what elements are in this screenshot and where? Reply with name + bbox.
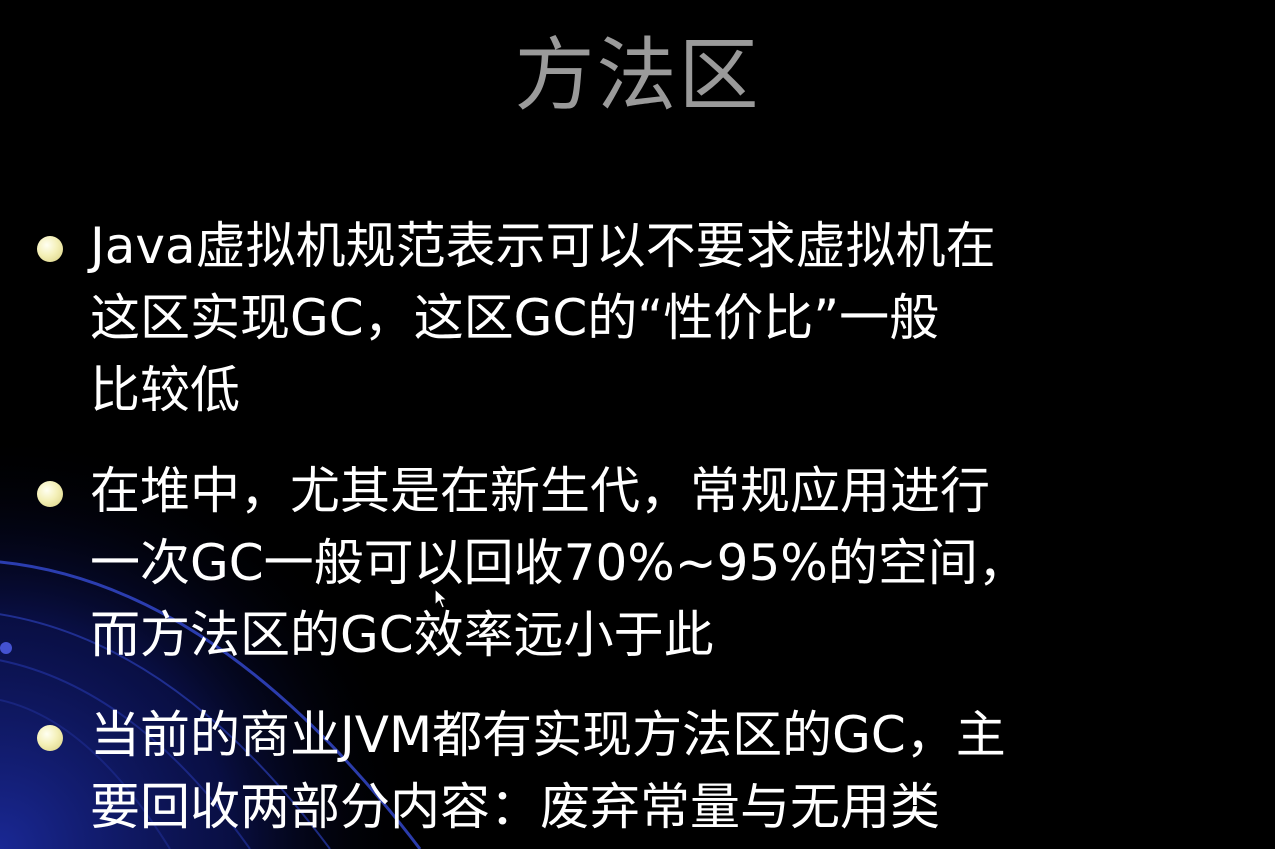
bullet-dot-icon [37, 725, 63, 751]
bullet-dot-icon [37, 481, 63, 507]
bullet-1-line-3: 比较低 [90, 361, 240, 419]
bullet-3-line-2: 要回收两部分内容：废弃常量与无用类 [90, 778, 940, 836]
bullet-2-line-3: 而方法区的GC效率远小于此 [90, 606, 714, 664]
bullet-item-3: 当前的商业JVM都有实现方法区的GC，主 要回收两部分内容：废弃常量与无用类 [90, 699, 1265, 843]
bullet-2-line-2: 一次GC一般可以回收70%~95%的空间， [90, 534, 1028, 592]
bullet-1-line-1: Java虚拟机规范表示可以不要求虚拟机在 [90, 217, 996, 275]
bullet-1-line-2: 这区实现GC，这区GC的“性价比”一般 [90, 289, 940, 347]
bullet-2-line-1: 在堆中，尤其是在新生代，常规应用进行 [90, 462, 990, 520]
mouse-pointer-icon [434, 588, 448, 609]
bullet-3-line-1: 当前的商业JVM都有实现方法区的GC，主 [90, 706, 1006, 764]
bullet-item-2: 在堆中，尤其是在新生代，常规应用进行 一次GC一般可以回收70%~95%的空间，… [90, 455, 1265, 671]
bullet-dot-icon [37, 236, 63, 262]
bullet-item-1: Java虚拟机规范表示可以不要求虚拟机在 这区实现GC，这区GC的“性价比”一般… [90, 210, 1265, 426]
slide-title: 方法区 [514, 29, 761, 122]
